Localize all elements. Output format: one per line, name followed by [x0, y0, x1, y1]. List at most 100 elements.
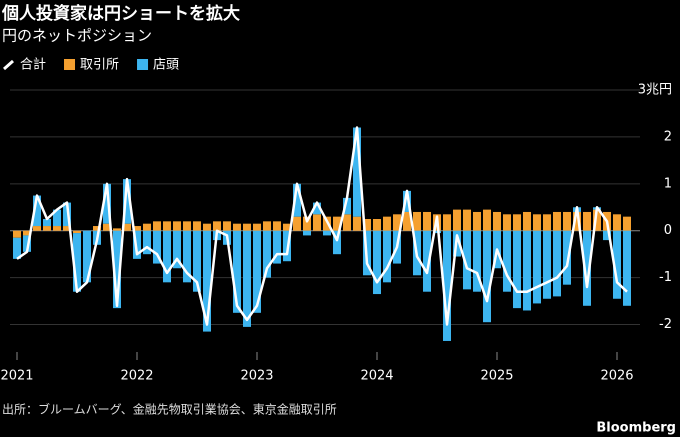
bar — [113, 228, 121, 231]
bar — [63, 202, 71, 227]
legend-swatch — [64, 59, 76, 70]
y-tick-label: -1 — [659, 270, 672, 285]
bar — [443, 230, 451, 341]
bar — [503, 214, 511, 231]
bar — [623, 216, 631, 231]
chart-title: 個人投資家は円ショートを拡大 — [1, 3, 240, 24]
bar — [313, 202, 321, 215]
bar — [483, 209, 491, 231]
legend-swatch — [137, 59, 149, 70]
bar — [173, 230, 181, 269]
bar — [583, 230, 591, 306]
bar — [543, 230, 551, 299]
bar — [373, 230, 381, 295]
bar — [23, 235, 31, 252]
bar — [403, 190, 411, 212]
brand: Bloomberg — [596, 421, 676, 436]
bar — [513, 214, 521, 231]
bar — [493, 211, 501, 231]
bar — [123, 223, 131, 231]
bar — [253, 223, 261, 231]
bar — [293, 216, 301, 231]
bar — [553, 230, 561, 297]
bar — [163, 221, 171, 231]
bar — [233, 223, 241, 231]
bar — [533, 214, 541, 231]
bar — [163, 230, 171, 283]
total-line — [16, 126, 628, 326]
bar — [543, 214, 551, 231]
bar — [23, 230, 31, 236]
bar — [153, 230, 161, 264]
bar — [513, 230, 521, 309]
bar — [423, 211, 431, 231]
bar — [53, 209, 61, 227]
bar — [313, 214, 321, 231]
bar — [183, 221, 191, 231]
bar — [383, 216, 391, 231]
y-tick-label: 3兆円 — [638, 83, 672, 98]
bar — [453, 209, 461, 231]
bar — [273, 230, 281, 264]
bar — [423, 230, 431, 292]
bar — [613, 214, 621, 231]
bar — [43, 219, 51, 227]
bar — [563, 211, 571, 231]
bar — [323, 230, 331, 236]
bar — [353, 127, 361, 217]
bar — [203, 230, 211, 332]
bar — [103, 223, 111, 231]
bar — [503, 230, 511, 292]
bar — [363, 219, 371, 231]
x-tick-label: 2022 — [120, 369, 153, 384]
bar — [333, 216, 341, 231]
bar — [413, 211, 421, 231]
bar — [183, 230, 191, 283]
bar — [473, 230, 481, 292]
bar — [213, 221, 221, 231]
bar — [593, 209, 601, 231]
bar — [33, 226, 41, 231]
bar — [443, 214, 451, 231]
bar — [223, 221, 231, 231]
bar — [203, 223, 211, 231]
bar — [463, 209, 471, 231]
bar — [173, 221, 181, 231]
bar — [553, 211, 561, 231]
bar — [303, 230, 311, 236]
bar — [123, 179, 131, 224]
bar — [143, 223, 151, 231]
bar — [13, 230, 21, 238]
bar — [333, 230, 341, 255]
source: 出所：ブルームバーグ、金融先物取引業協会、東京金融取引所 — [2, 402, 337, 417]
bar — [193, 221, 201, 231]
bar — [623, 230, 631, 306]
bar — [603, 230, 611, 241]
bar — [263, 221, 271, 231]
bar — [483, 230, 491, 323]
y-tick-label: 0 — [664, 223, 672, 238]
bar — [233, 230, 241, 313]
bar — [563, 230, 571, 285]
bar — [583, 211, 591, 231]
bar — [303, 216, 311, 231]
x-tick-label: 2025 — [480, 369, 513, 384]
x-tick-label: 2023 — [240, 369, 273, 384]
bar — [243, 223, 251, 231]
legend-swatch — [3, 59, 14, 71]
bar — [463, 230, 471, 290]
bar — [523, 211, 531, 231]
bar — [73, 230, 81, 234]
bar — [353, 216, 361, 231]
bar — [373, 219, 381, 231]
bar — [103, 183, 111, 224]
bar — [613, 230, 621, 299]
y-tick-label: 1 — [664, 176, 672, 191]
bar — [253, 230, 261, 313]
bar — [83, 230, 91, 283]
bar — [133, 226, 141, 231]
bar — [113, 230, 121, 309]
bar — [383, 230, 391, 283]
bar — [293, 183, 301, 217]
